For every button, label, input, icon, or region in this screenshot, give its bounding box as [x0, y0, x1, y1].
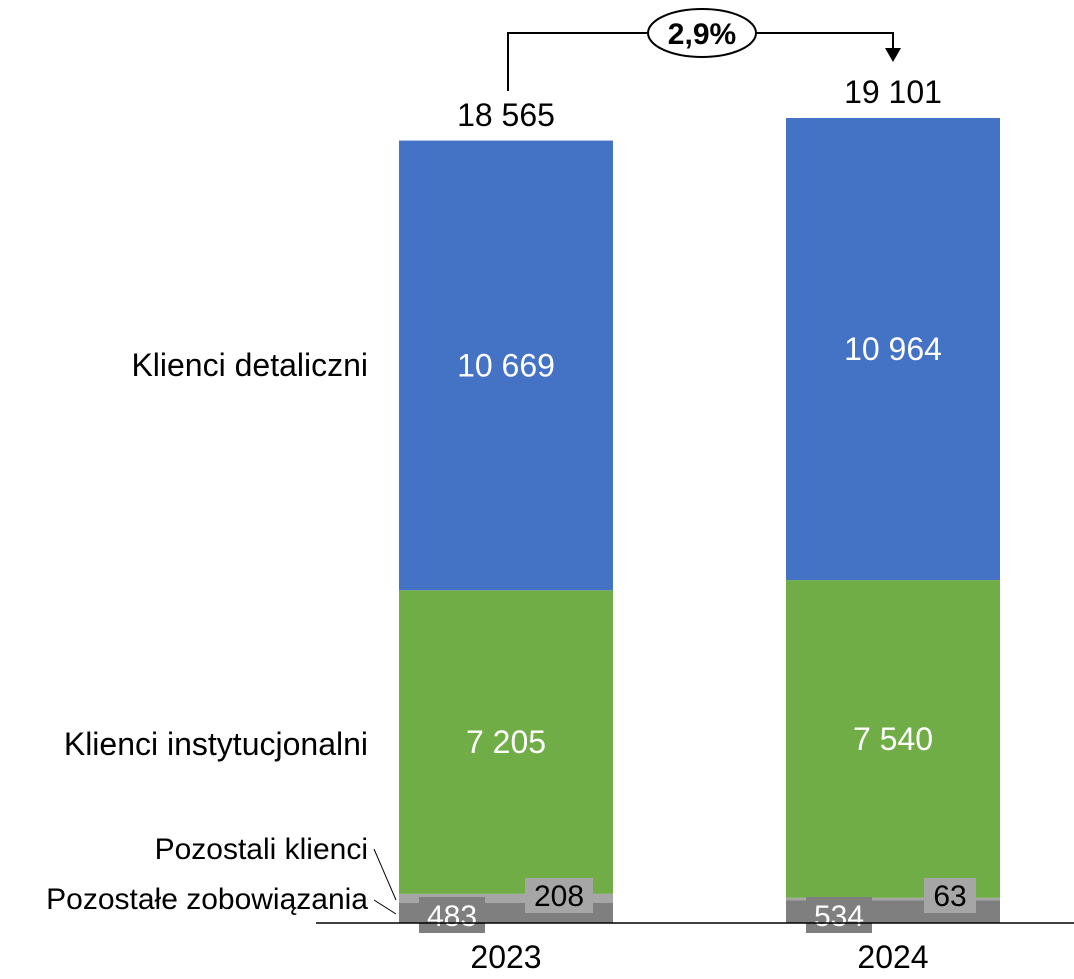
- growth-percent-label: 2,9%: [668, 18, 736, 51]
- legend-leader-pozostali-klienci: [373, 848, 397, 901]
- bar-pozostali-klienci-2024: [786, 897, 1000, 901]
- value-label-box-pozostali-klienci-2023: [525, 878, 593, 913]
- legend-label-pozostale-zobowiazania: Pozostałe zobowiązania: [46, 883, 368, 916]
- bars-group: [399, 118, 1000, 923]
- value-label-klienci-detaliczni-2024: 10 964: [844, 331, 942, 367]
- growth-badge: [647, 8, 757, 58]
- value-label-pozostali-klienci-2023: 208: [534, 880, 584, 913]
- growth-arrow-head: [885, 48, 901, 62]
- value-label-box-pozostali-klienci-2024: [924, 878, 976, 913]
- x-tick-label-2023: 2023: [470, 939, 541, 975]
- total-label-2023: 18 565: [457, 97, 555, 133]
- value-label-pozostale-zobowiazania-2024: 534: [814, 900, 864, 933]
- value-label-klienci-detaliczni-2023: 10 669: [457, 347, 555, 383]
- value-label-box-pozostale-zobowiazania-2024: [806, 897, 872, 933]
- bar-pozostali-klienci-2023: [399, 893, 613, 903]
- legend-label-klienci-instytucjonalni: Klienci instytucjonalni: [64, 726, 368, 762]
- value-label-klienci-instytucjonalni-2024: 7 540: [853, 721, 933, 757]
- value-label-box-pozostale-zobowiazania-2023: [419, 897, 485, 933]
- legend-leader-pozostale-zobowiazania: [373, 899, 397, 915]
- total-label-2024: 19 101: [844, 74, 942, 110]
- value-label-pozostali-klienci-2024: 63: [933, 880, 966, 913]
- value-label-klienci-instytucjonalni-2023: 7 205: [466, 724, 546, 760]
- value-labels-group: 7 205 10 669 483 208 7 540 10 964 534 63: [419, 331, 976, 933]
- value-label-pozostale-zobowiazania-2023: 483: [427, 900, 477, 933]
- legend-label-pozostali-klienci: Pozostali klienci: [155, 833, 368, 866]
- bar-klienci-instytucjonalni-2024: [786, 580, 1000, 898]
- x-tick-label-2024: 2024: [857, 939, 928, 975]
- bar-klienci-instytucjonalni-2023: [399, 590, 613, 894]
- legend-label-klienci-detaliczni: Klienci detaliczni: [131, 347, 368, 383]
- bar-klienci-detaliczni-2023: [399, 140, 613, 591]
- bar-klienci-detaliczni-2024: [786, 118, 1000, 581]
- growth-arrow-line: [507, 32, 894, 91]
